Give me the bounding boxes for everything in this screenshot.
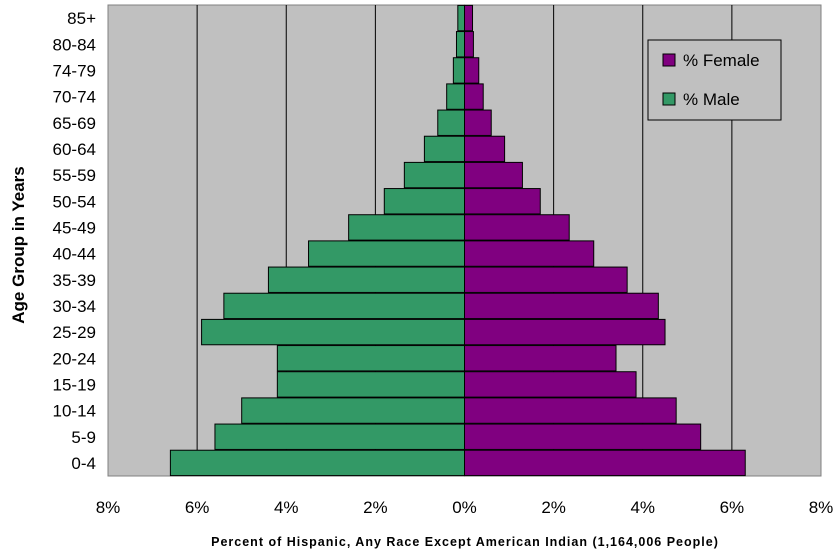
legend-swatch-female: [662, 53, 676, 67]
bar-male-85+: [457, 4, 465, 32]
bar-female-60-64: [464, 135, 506, 163]
y-tick-label: 50-54: [53, 192, 96, 211]
legend-box: [647, 39, 782, 121]
bar-male-40-44: [308, 240, 465, 267]
y-tick-label: 35-39: [53, 271, 96, 290]
bar-female-10-14: [464, 397, 677, 424]
y-tick-label: 80-84: [53, 35, 96, 54]
bar-female-0-4: [464, 449, 746, 477]
bar-female-65-69: [464, 109, 492, 136]
bar-female-45-49: [464, 214, 570, 241]
bar-female-74-79: [464, 57, 480, 84]
x-tick-label: 8%: [809, 498, 834, 517]
bar-female-50-54: [464, 188, 541, 215]
y-tick-label: 85+: [67, 9, 96, 28]
bar-male-70-74: [446, 83, 465, 110]
x-tick-label: 2%: [541, 498, 566, 517]
legend-label-female: % Female: [683, 51, 760, 70]
bar-male-80-84: [455, 31, 466, 58]
bar-male-15-19: [276, 371, 465, 398]
bar-male-50-54: [383, 188, 466, 215]
y-tick-label: 45-49: [53, 218, 96, 237]
y-tick-label: 65-69: [53, 114, 96, 133]
y-tick-label: 0-4: [71, 454, 96, 473]
y-tick-label: 15-19: [53, 375, 96, 394]
bar-male-35-39: [267, 266, 465, 293]
x-tick-label: 4%: [274, 498, 299, 517]
bar-male-55-59: [403, 161, 466, 189]
bar-male-10-14: [241, 397, 465, 424]
bar-male-74-79: [452, 57, 465, 84]
y-tick-label: 20-24: [53, 349, 96, 368]
bar-female-25-29: [464, 318, 666, 346]
y-tick-label: 25-29: [53, 323, 96, 342]
legend-label-male: % Male: [683, 90, 740, 109]
bar-male-5-9: [214, 423, 465, 450]
y-tick-label: 10-14: [53, 402, 96, 421]
x-tick-label: 2%: [363, 498, 388, 517]
x-tick-labels: 8% 6% 4% 2% 0% 2% 4% 6% 8%: [96, 498, 834, 517]
bar-male-60-64: [423, 135, 465, 163]
x-tick-label: 8%: [96, 498, 121, 517]
bar-male-30-34: [223, 292, 465, 320]
bar-male-65-69: [437, 109, 466, 136]
bar-female-35-39: [464, 266, 628, 293]
bar-female-15-19: [464, 371, 637, 398]
x-tick-label: 6%: [185, 498, 210, 517]
bar-female-70-74: [464, 83, 484, 110]
bar-female-40-44: [464, 240, 595, 267]
y-tick-label: 74-79: [53, 61, 96, 80]
y-tick-label: 5-9: [71, 428, 96, 447]
y-tick-label: 55-59: [53, 166, 96, 185]
bars: [169, 4, 746, 477]
bar-female-20-24: [464, 345, 617, 372]
bar-female-80-84: [464, 31, 474, 58]
legend: % Female % Male: [647, 39, 782, 121]
x-tick-label: 0%: [452, 498, 477, 517]
y-axis-label: Age Group in Years: [9, 166, 28, 323]
y-tick-label: 30-34: [53, 297, 96, 316]
y-tick-label: 60-64: [53, 140, 96, 159]
y-tick-label: 40-44: [53, 245, 96, 264]
bar-male-45-49: [348, 214, 466, 241]
bar-female-30-34: [464, 292, 659, 320]
y-tick-label: 70-74: [53, 88, 96, 107]
bar-female-85+: [464, 4, 474, 32]
x-tick-label: 6%: [720, 498, 745, 517]
bar-male-20-24: [276, 345, 465, 372]
bar-male-0-4: [169, 449, 465, 477]
bar-male-25-29: [201, 318, 466, 346]
bar-female-5-9: [464, 423, 702, 450]
y-tick-labels: 0-4 5-9 10-14 15-19 20-24 25-29 30-34 35-39 40-4…: [53, 9, 97, 473]
x-tick-label: 4%: [630, 498, 655, 517]
legend-swatch-male: [662, 92, 676, 106]
x-axis-label: Percent of Hispanic, Any Race Except Ame…: [211, 535, 719, 549]
bar-female-55-59: [464, 161, 523, 189]
